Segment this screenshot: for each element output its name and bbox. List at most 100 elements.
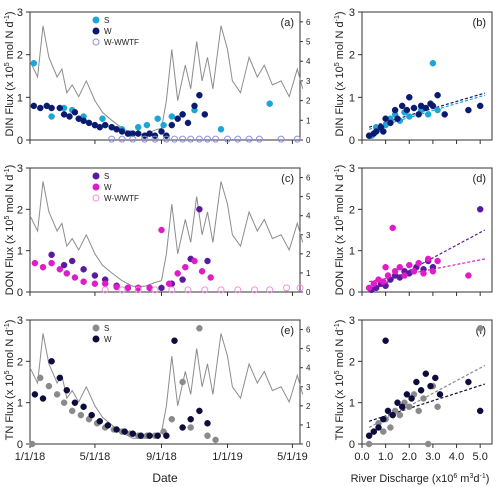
y-tick-label: 1 [17, 398, 23, 410]
data-point [48, 251, 55, 259]
data-point [427, 382, 434, 390]
data-point [370, 428, 378, 435]
data-point [48, 259, 55, 267]
data-point [403, 106, 411, 114]
y2-tick-label: 3 [306, 77, 311, 86]
data-point [394, 399, 401, 406]
y2-tick-label: 2 [306, 402, 311, 411]
data-point [380, 128, 387, 135]
data-point [37, 104, 44, 112]
data-point [31, 259, 39, 267]
data-point [171, 135, 178, 143]
data-point [382, 337, 389, 344]
y2-tick-label: 0 [306, 136, 311, 145]
y-tick-label: 2 [17, 356, 23, 368]
panel-label-e: (e) [281, 325, 294, 337]
x-tick-label: 3.0 [425, 451, 440, 463]
data-point [429, 268, 437, 275]
y2-tick-label: 1 [306, 116, 311, 125]
data-point [99, 115, 106, 122]
data-point [196, 91, 203, 99]
data-point [204, 135, 211, 143]
ylabel-tn-right: TN Flux (x 105 mol N d-1) [334, 320, 346, 441]
data-point [398, 403, 406, 411]
data-point [380, 415, 387, 423]
y-tick-label: 1 [349, 92, 355, 104]
data-point [187, 424, 194, 431]
data-point [63, 387, 71, 394]
fit-line [368, 383, 486, 422]
data-point [60, 111, 68, 118]
data-point [60, 261, 68, 269]
data-point [382, 263, 389, 271]
data-point [396, 411, 404, 419]
data-point [415, 259, 422, 267]
data-point [137, 432, 145, 439]
data-point [432, 374, 439, 382]
data-point [429, 59, 437, 67]
data-point [158, 284, 165, 292]
data-point [201, 111, 209, 118]
legend-label: W [104, 183, 112, 192]
data-point [413, 378, 420, 386]
data-point [196, 325, 203, 332]
data-point [154, 432, 161, 439]
legend-marker [92, 16, 100, 24]
data-point [118, 286, 126, 294]
data-point [160, 121, 167, 129]
data-point [234, 135, 242, 143]
data-point [293, 135, 301, 143]
y-tick-label: 3 [17, 315, 23, 327]
data-point [28, 440, 36, 448]
data-point [63, 270, 71, 277]
data-point [429, 102, 437, 110]
discharge-line [29, 181, 304, 287]
data-point [134, 284, 142, 292]
data-point [365, 440, 373, 448]
y-tick-label: 2 [349, 356, 355, 368]
y2-tick-label: 6 [306, 326, 311, 335]
data-point [113, 426, 120, 433]
ylabel-don-left: DON Flux (x 105 mol N d-1) [4, 165, 16, 296]
legend-marker [92, 27, 100, 35]
data-point [80, 278, 87, 285]
data-point [68, 257, 76, 265]
data-point [66, 113, 73, 120]
data-point [179, 424, 186, 431]
data-point [380, 428, 387, 435]
data-point [436, 391, 444, 398]
data-point [391, 268, 399, 275]
panel-label-d: (d) [473, 173, 486, 185]
data-point [53, 391, 61, 398]
data-point [121, 428, 128, 435]
x-tick-label: 5/1/18 [80, 451, 111, 463]
data-point [410, 268, 418, 275]
panel-label-b: (b) [473, 17, 486, 29]
data-point [384, 272, 392, 279]
data-point [434, 106, 441, 114]
data-point [283, 284, 290, 292]
data-point [179, 135, 187, 143]
data-point [179, 378, 186, 386]
data-point [389, 224, 396, 232]
panel-frame-d [361, 167, 493, 293]
data-point [204, 257, 211, 265]
y2-tick-label: 0 [306, 440, 311, 449]
data-point [422, 370, 430, 377]
y2-tick-label: 4 [306, 364, 311, 373]
data-point [255, 135, 263, 143]
x-tick-label: 1/1/18 [15, 451, 46, 463]
data-point [171, 337, 178, 344]
data-point [424, 255, 432, 263]
data-point [151, 286, 159, 294]
data-point [96, 418, 104, 425]
data-point [56, 104, 64, 112]
legend-label: S [104, 16, 109, 25]
data-point [168, 286, 176, 294]
data-point [201, 286, 209, 294]
data-point [417, 387, 425, 394]
data-point [158, 226, 165, 234]
data-point [434, 257, 441, 265]
data-point [118, 128, 126, 135]
data-point [389, 411, 396, 419]
